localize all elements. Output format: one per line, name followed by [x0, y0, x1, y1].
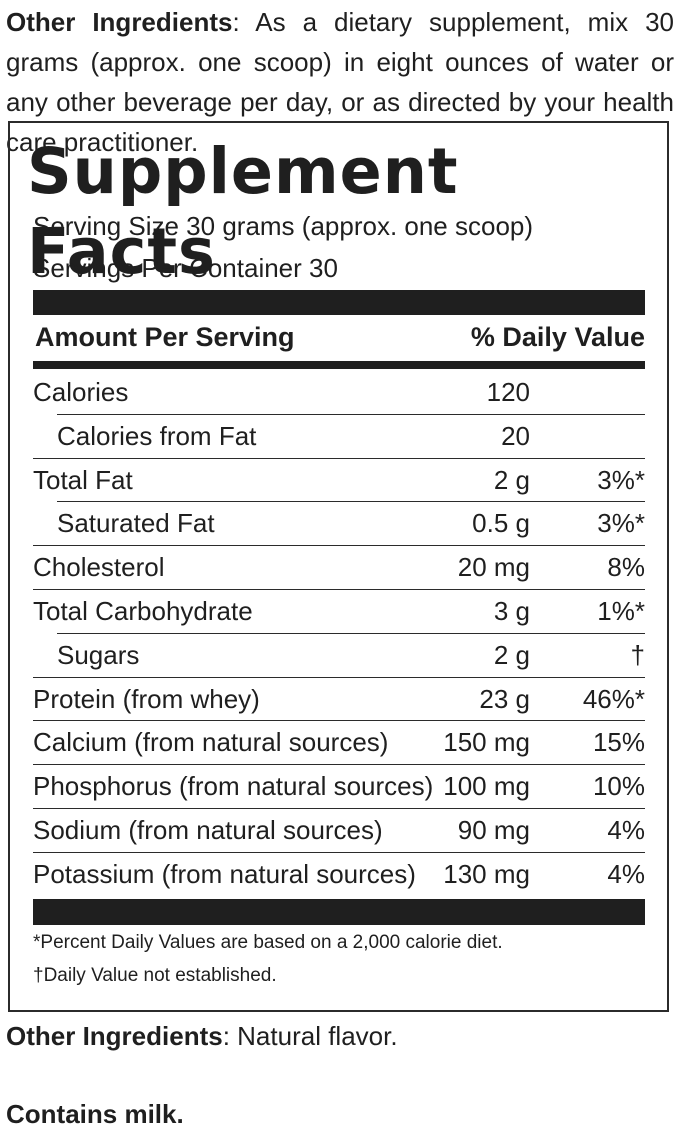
nutrient-row: Total Carbohydrate 3 g 1%*	[33, 589, 645, 633]
nutrient-name: Phosphorus (from natural sources)	[33, 771, 434, 801]
allergen-statement: Contains milk.	[6, 1097, 184, 1131]
row-divider	[33, 852, 645, 853]
allergen-text: Contains milk.	[6, 1099, 184, 1129]
bottom-thick-divider	[33, 899, 645, 925]
nutrient-daily-value: 3%*	[597, 465, 645, 495]
nutrient-daily-value: 4%	[607, 859, 645, 889]
nutrient-daily-value: 46%*	[582, 684, 645, 714]
row-divider	[33, 589, 645, 590]
row-divider	[33, 458, 645, 459]
amount-per-serving-header: Amount Per Serving	[35, 322, 295, 352]
row-divider	[33, 808, 645, 809]
nutrient-row: Total Fat 2 g 3%*	[33, 458, 645, 502]
column-header: Amount Per Serving % Daily Value	[33, 316, 645, 358]
nutrient-name: Total Carbohydrate	[33, 596, 253, 626]
nutrient-amount: 130 mg	[443, 859, 530, 889]
nutrient-name: Total Fat	[33, 465, 133, 495]
nutrient-row: Calories from Fat 20	[33, 414, 645, 458]
daily-value-header: % Daily Value	[470, 322, 645, 352]
nutrient-daily-value: †	[630, 640, 645, 670]
nutrient-amount: 90 mg	[457, 815, 530, 845]
nutrient-row: Cholesterol 20 mg 8%	[33, 545, 645, 589]
nutrient-daily-value: 10%	[592, 771, 645, 801]
row-divider	[33, 720, 645, 721]
nutrient-daily-value: 1%*	[597, 596, 645, 626]
nutrient-amount: 20 mg	[457, 552, 530, 582]
other-ingredients-line: Other Ingredients: Natural flavor.	[6, 1019, 398, 1053]
footnote-daily-values: *Percent Daily Values are based on a 2,0…	[33, 932, 503, 953]
other-ingredients-value: : Natural flavor.	[222, 1021, 398, 1051]
nutrient-row: Protein (from whey) 23 g 46%*	[33, 677, 645, 721]
nutrient-amount: 120	[486, 377, 530, 407]
nutrient-row: Calcium (from natural sources) 150 mg 15%	[33, 720, 645, 764]
row-divider	[57, 633, 645, 634]
nutrient-row: Saturated Fat 0.5 g 3%*	[33, 501, 645, 545]
nutrient-amount: 150 mg	[443, 727, 530, 757]
row-divider	[57, 501, 645, 502]
nutrient-name: Calories	[33, 377, 129, 407]
footnote-not-established: †Daily Value not established.	[33, 965, 277, 986]
nutrient-amount: 20	[501, 421, 530, 451]
directions-paragraph: Other Ingredients: As a dietary suppleme…	[6, 2, 674, 162]
nutrient-row: Sugars 2 g †	[33, 633, 645, 677]
nutrient-row: Sodium (from natural sources) 90 mg 4%	[33, 808, 645, 852]
row-divider	[57, 414, 645, 415]
nutrient-amount: 23 g	[479, 684, 530, 714]
header-divider	[33, 361, 645, 369]
nutrient-name: Potassium (from natural sources)	[33, 859, 416, 889]
other-ingredients-label: Other Ingredients	[6, 7, 233, 37]
nutrient-name: Sugars	[57, 640, 140, 670]
nutrient-row: Calories 120	[33, 370, 645, 414]
panel-title: Supplement Facts	[27, 135, 459, 288]
nutrient-name: Protein (from whey)	[33, 684, 260, 714]
nutrient-row: Potassium (from natural sources) 130 mg 4%	[33, 852, 645, 896]
nutrient-daily-value: 4%	[607, 815, 645, 845]
nutrient-name: Calories from Fat	[57, 421, 257, 451]
serving-size: Serving Size 30 grams (approx. one scoop…	[33, 211, 534, 241]
nutrient-daily-value: 8%	[607, 552, 645, 582]
row-divider	[33, 764, 645, 765]
nutrient-amount: 2 g	[493, 640, 530, 670]
row-divider	[33, 545, 645, 546]
nutrient-amount: 0.5 g	[472, 508, 530, 538]
supplement-facts-panel	[8, 121, 669, 1012]
nutrient-name: Saturated Fat	[57, 508, 215, 538]
directions-text: : As a dietary supplement, mix 30 grams …	[6, 7, 675, 157]
nutrient-name: Calcium (from natural sources)	[33, 727, 389, 757]
top-thick-divider	[33, 290, 645, 315]
nutrient-daily-value: 3%*	[597, 508, 645, 538]
row-divider	[33, 677, 645, 678]
nutrient-row: Phosphorus (from natural sources) 100 mg 1…	[33, 764, 645, 808]
nutrient-amount: 100 mg	[443, 771, 530, 801]
other-ingredients-bottom-label: Other Ingredients	[6, 1021, 223, 1051]
nutrient-amount: 2 g	[493, 465, 530, 495]
nutrient-daily-value: 15%	[592, 727, 645, 757]
nutrient-amount: 3 g	[493, 596, 530, 626]
servings-per-container: Servings Per Container 30	[33, 253, 338, 283]
nutrient-name: Cholesterol	[33, 552, 165, 582]
nutrient-name: Sodium (from natural sources)	[33, 815, 383, 845]
